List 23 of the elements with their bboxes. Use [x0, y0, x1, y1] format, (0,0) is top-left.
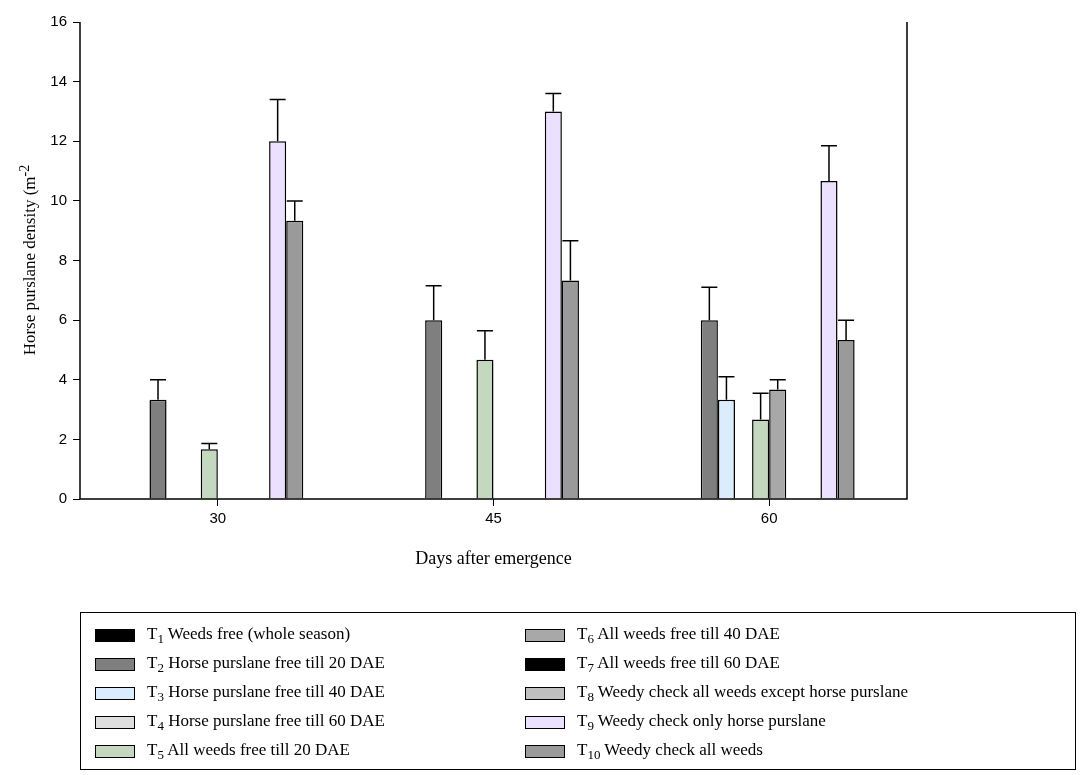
y-tick-label: 6: [58, 310, 67, 328]
legend-label: T$_{4}$ Horse purslane free till 60 DAE: [147, 710, 385, 735]
y-tick-label: 0: [58, 489, 67, 507]
x-tick-label: 45: [485, 509, 502, 527]
y-tick-label: 8: [58, 250, 67, 268]
legend-label: T$_{5}$ All weeds free till 20 DAE: [147, 739, 350, 764]
y-tick-label: 10: [50, 191, 67, 209]
legend-label: T$_{10}$ Weedy check all weeds: [577, 739, 763, 764]
legend-label: T$_{3}$ Horse purslane free till 40 DAE: [147, 681, 385, 706]
x-tick-label: 60: [760, 509, 778, 527]
legend-label: T$_{1}$ Weeds free (whole season): [147, 623, 351, 648]
legend-label: T$_{8}$ Weedy check all weeds except horse purslane: [577, 681, 908, 706]
y-tick-label: 4: [58, 369, 67, 387]
y-tick-label: 14: [50, 71, 67, 89]
y-tick-label: 12: [50, 131, 67, 149]
y-tick-label: 16: [50, 12, 67, 30]
y-tick-label: 2: [58, 429, 67, 447]
x-axis-title: Days after emergence: [414, 548, 573, 569]
legend-label: T$_{7}$ All weeds free till 60 DAE: [577, 652, 780, 677]
legend-label: T$_{9}$ Weedy check only horse purslane: [577, 710, 826, 735]
legend-label: T$_{2}$ Horse purslane free till 20 DAE: [147, 652, 385, 677]
x-tick-label: 30: [209, 509, 227, 527]
legend-label: T$_{6}$ All weeds free till 40 DAE: [577, 623, 780, 648]
